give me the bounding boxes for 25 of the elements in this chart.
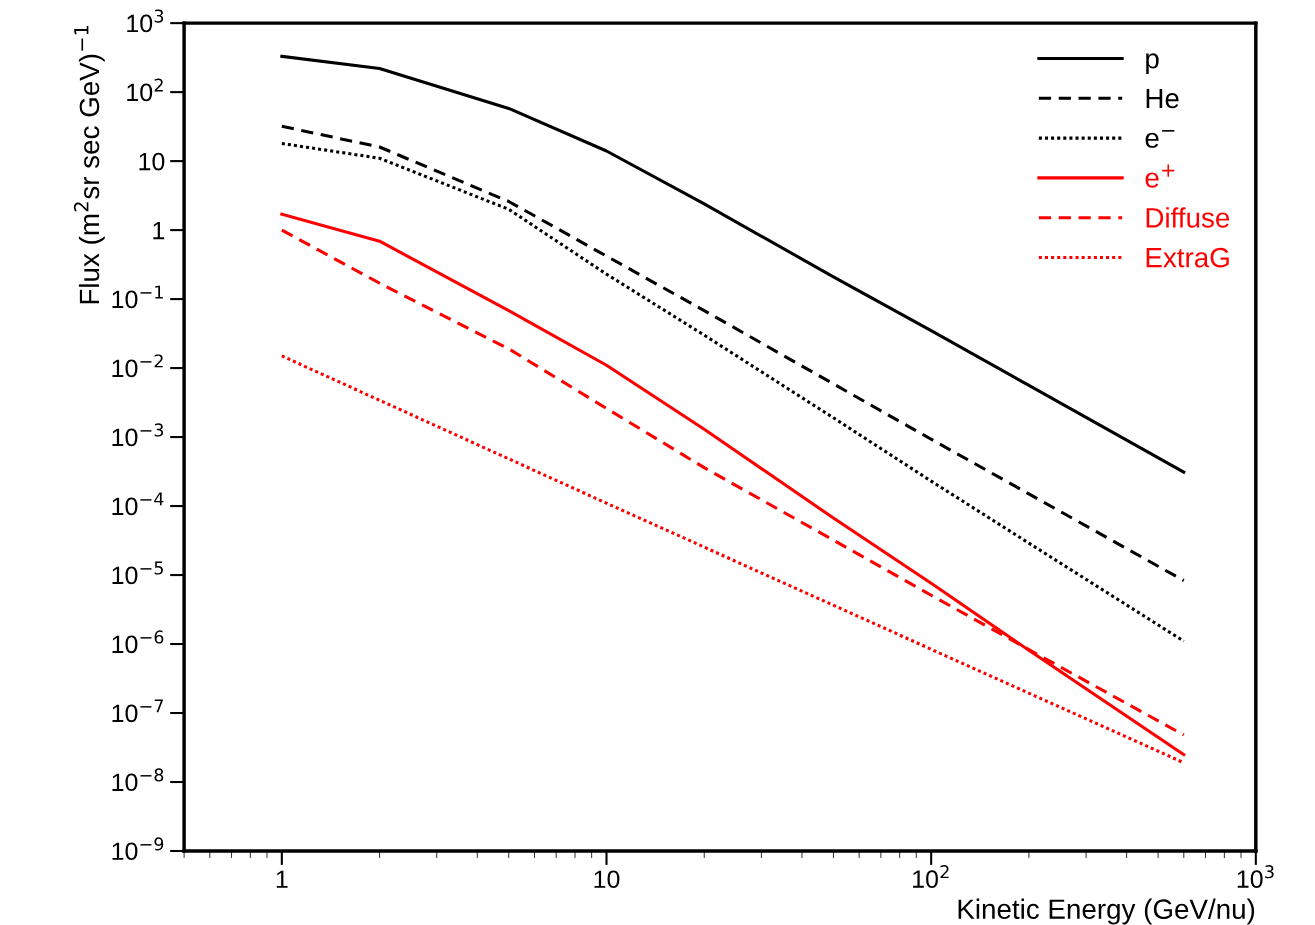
x-axis-title: Kinetic Energy (GeV/nu) — [958, 898, 1255, 925]
y-tick-label: 10$^{−3}$ — [112, 423, 164, 447]
legend-label: He — [1146, 88, 1179, 109]
y-tick-label: 10$^{2}$ — [127, 78, 163, 102]
x-tick-label: 1 — [276, 870, 288, 888]
y-tick-label: 10$^{−1}$ — [112, 285, 163, 309]
y-tick-label: 10$^{−4}$ — [112, 492, 164, 516]
legend-label: e$^{+}$ — [1145, 164, 1175, 188]
legend-label: ExtraG — [1146, 247, 1229, 268]
y-tick-label: 10$^{3}$ — [127, 9, 164, 33]
legend-label: Diffuse — [1146, 207, 1230, 228]
y-tick-label: 10 — [139, 152, 165, 171]
x-tick-label: 10$^{3}$ — [1237, 865, 1274, 888]
x-tick-label: 10$^{2}$ — [913, 865, 949, 888]
y-tick-label: 10$^{−2}$ — [112, 354, 163, 378]
y-axis-title: Flux (m$^{2}$sr sec GeV)$^{−1}$ — [73, 25, 105, 304]
y-tick-label: 10$^{−9}$ — [112, 837, 164, 861]
y-tick-label: 10$^{−5}$ — [112, 561, 163, 585]
y-tick-label: 10$^{−7}$ — [112, 699, 163, 723]
legend-label: p — [1146, 53, 1159, 75]
y-tick-label: 1 — [153, 221, 165, 240]
y-tick-label: 10$^{−8}$ — [112, 768, 164, 792]
legend-label: e$^{−}$ — [1145, 130, 1175, 148]
y-tick-label: 10$^{−6}$ — [112, 630, 164, 654]
x-tick-label: 10 — [594, 870, 620, 889]
